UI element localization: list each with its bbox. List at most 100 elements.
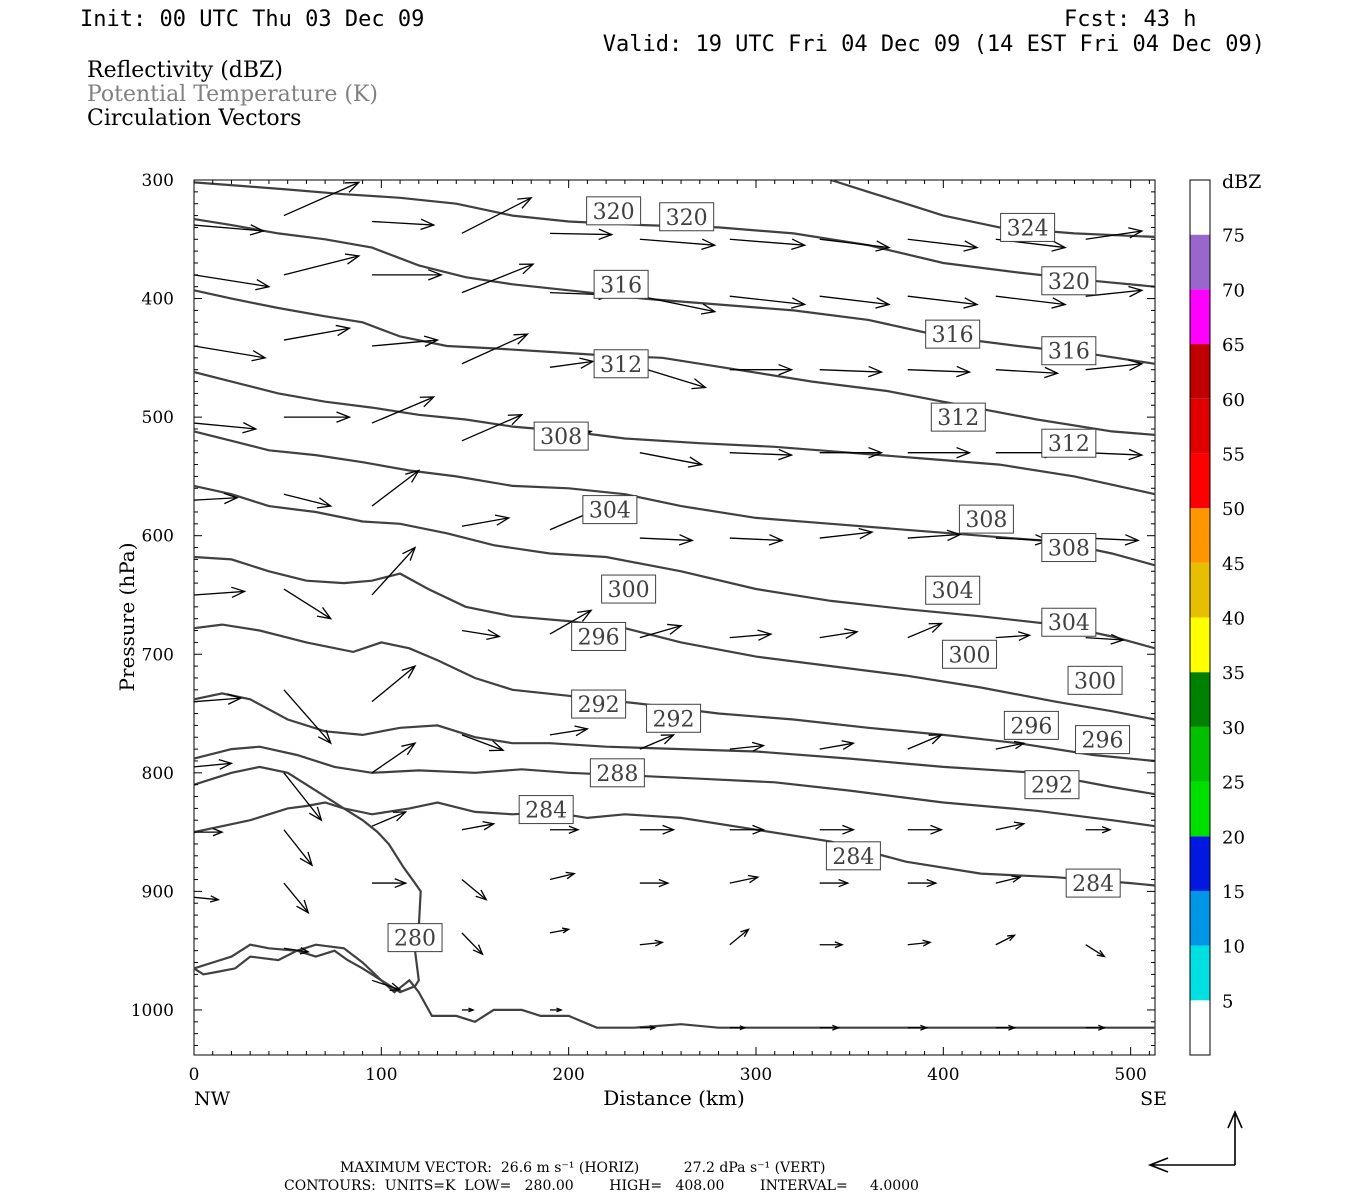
circulation-vector	[639, 238, 717, 250]
circulation-vector	[549, 1007, 563, 1013]
circulation-vector	[907, 365, 972, 378]
forecast-hour: Fcst: 43 h	[1064, 7, 1196, 32]
isentrope-296	[193, 623, 1156, 763]
colorbar-level-label: 30	[1222, 718, 1245, 739]
circulation-vector	[907, 1024, 929, 1031]
isentrope-label: 284	[1065, 868, 1121, 898]
circulation-vector	[371, 218, 436, 231]
svg-text:288: 288	[596, 762, 638, 787]
colorbar-cell	[1190, 180, 1210, 235]
colorbar-cell	[1190, 672, 1210, 727]
colorbar-level-label: 45	[1222, 554, 1245, 575]
circulation-vector	[461, 734, 505, 752]
circulation-vector	[1085, 825, 1112, 834]
svg-text:312: 312	[937, 406, 979, 431]
circulation-vector	[819, 238, 891, 252]
y-tick-label: 500	[142, 408, 174, 428]
circulation-vector	[371, 335, 440, 347]
isentrope-308	[193, 430, 1156, 567]
colorbar-level-label: 65	[1222, 335, 1245, 356]
circulation-vectors	[193, 181, 1144, 1031]
circulation-vector	[193, 586, 247, 599]
circulation-vector	[1085, 227, 1144, 240]
circulation-vector	[995, 934, 1017, 946]
svg-text:300: 300	[608, 578, 650, 603]
circulation-vector	[907, 622, 944, 639]
circulation-vector	[461, 333, 530, 365]
svg-text:284: 284	[1072, 872, 1114, 897]
circulation-vector	[549, 725, 590, 737]
x-tick-label: 500	[1114, 1065, 1146, 1085]
colorbar-cell	[1190, 945, 1210, 1001]
y-tick-label: 400	[142, 290, 174, 310]
circulation-vector	[193, 224, 266, 236]
isentrope-280	[193, 949, 1155, 1029]
x-tick-label: 400	[927, 1065, 959, 1085]
svg-text:320: 320	[593, 200, 635, 225]
valid-time: Valid: 19 UTC Fri 04 Dec 09 (14 EST Fri …	[603, 32, 1265, 57]
colorbar-level-label: 55	[1222, 444, 1245, 465]
svg-text:284: 284	[832, 845, 874, 870]
circulation-vector	[639, 1025, 657, 1031]
circulation-vector	[729, 363, 794, 376]
circulation-vector	[819, 740, 856, 751]
circulation-vector	[729, 295, 807, 309]
circulation-vector	[371, 811, 408, 827]
isentrope-label: 300	[601, 574, 657, 604]
isentrope-label: 304	[1041, 607, 1097, 637]
isentrope-label: 320	[659, 202, 715, 232]
x-tick-label: 300	[740, 1065, 772, 1085]
circulation-vector	[995, 366, 1060, 379]
x-tick-label: 200	[552, 1065, 584, 1085]
circulation-vector	[729, 874, 760, 884]
circulation-vector	[907, 529, 962, 542]
isentrope-label: 292	[646, 703, 702, 733]
circulation-vector	[995, 1024, 1017, 1031]
colorbar-cell	[1190, 453, 1210, 509]
circulation-vector	[1085, 633, 1125, 645]
circulation-vector	[283, 689, 332, 745]
svg-text:308: 308	[965, 508, 1007, 533]
circulation-vector	[819, 1024, 841, 1031]
colorbar-cell	[1190, 344, 1210, 399]
colorbar-cell	[1190, 726, 1210, 782]
colorbar-cell	[1190, 508, 1210, 563]
svg-text:284: 284	[525, 799, 567, 824]
reference-vector-icon	[1147, 1110, 1243, 1173]
circulation-vector	[819, 941, 844, 949]
circulation-vector	[907, 238, 979, 252]
y-axis-title: Pressure (hPa)	[115, 543, 139, 692]
svg-text:316: 316	[600, 273, 642, 298]
circulation-vector	[1085, 1024, 1107, 1031]
svg-text:324: 324	[1007, 216, 1049, 241]
x-right-end-label: SE	[1140, 1088, 1167, 1110]
svg-text:316: 316	[1048, 340, 1090, 365]
isentrope-label: 296	[571, 621, 627, 651]
isentrope-label: 280	[387, 923, 443, 953]
y-tick-label: 700	[142, 645, 174, 665]
circulation-vector	[995, 534, 1050, 546]
circulation-vector	[283, 181, 361, 217]
colorbar-level-label: 20	[1222, 827, 1245, 848]
colorbar-level-label: 50	[1222, 499, 1245, 520]
isentrope-contours	[193, 178, 1156, 1029]
circulation-vector	[371, 742, 417, 774]
y-tick-label: 300	[142, 171, 174, 191]
svg-text:312: 312	[1048, 432, 1090, 457]
isentrope-288	[193, 745, 1156, 828]
circulation-vector	[283, 882, 310, 915]
circulation-vector	[194, 827, 224, 837]
circulation-vector	[639, 295, 717, 315]
circulation-vector	[461, 629, 502, 641]
circulation-vector	[995, 821, 1026, 831]
x-left-end-label: NW	[194, 1088, 231, 1110]
colorbar-level-label: 5	[1222, 991, 1233, 1012]
isentrope-label: 316	[593, 269, 649, 299]
plot-frame	[193, 179, 1156, 1056]
colorbar-cell	[1190, 890, 1210, 946]
isentrope-label: 284	[518, 795, 574, 825]
circulation-vector	[995, 295, 1067, 309]
svg-text:312: 312	[600, 353, 642, 378]
isentrope-300	[193, 555, 1156, 721]
legend-potential-temperature: Potential Temperature (K)	[87, 82, 378, 107]
